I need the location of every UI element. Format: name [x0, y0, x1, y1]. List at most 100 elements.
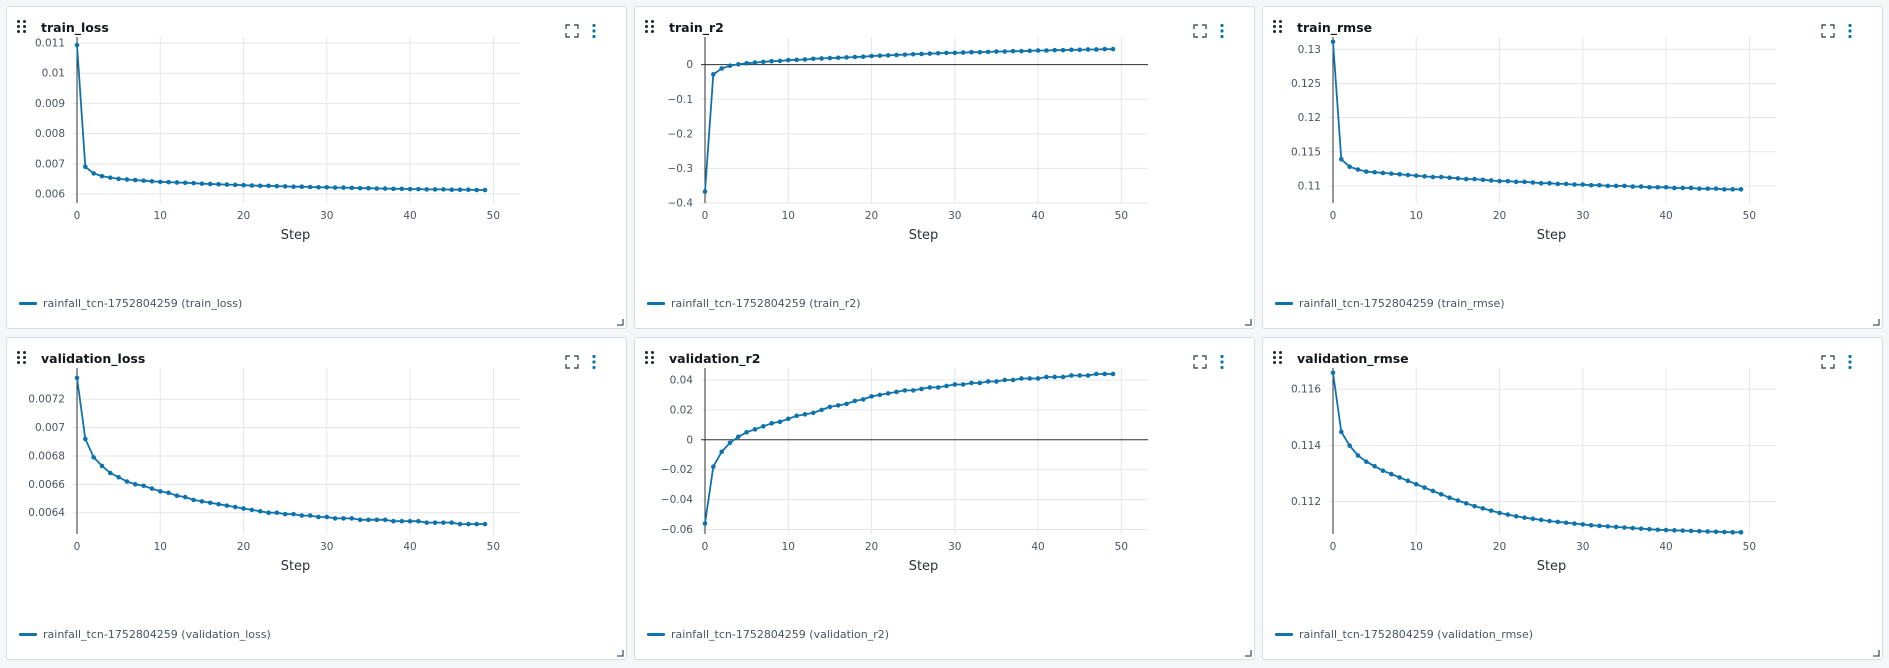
legend[interactable]: rainfall_tcn-1752804259 (train_loss): [19, 297, 242, 310]
data-point[interactable]: [1655, 184, 1661, 190]
data-point[interactable]: [1705, 186, 1711, 191]
data-point[interactable]: [744, 430, 749, 435]
data-point[interactable]: [910, 388, 916, 393]
data-point[interactable]: [257, 508, 263, 514]
data-point[interactable]: [1330, 370, 1336, 376]
data-point[interactable]: [994, 49, 999, 54]
data-point[interactable]: [332, 185, 338, 190]
data-point[interactable]: [1052, 47, 1058, 53]
data-point[interactable]: [1069, 373, 1074, 378]
data-point[interactable]: [1613, 183, 1619, 189]
fullscreen-icon[interactable]: [565, 355, 579, 369]
data-point[interactable]: [1563, 181, 1569, 187]
kebab-menu-icon[interactable]: [1847, 354, 1853, 370]
data-point[interactable]: [810, 410, 816, 416]
data-point[interactable]: [124, 479, 130, 484]
data-point[interactable]: [83, 164, 88, 170]
data-point[interactable]: [985, 379, 991, 384]
data-point[interactable]: [1380, 170, 1386, 176]
data-point[interactable]: [474, 187, 479, 193]
data-point[interactable]: [1413, 173, 1419, 178]
data-point[interactable]: [1002, 49, 1008, 54]
data-point[interactable]: [1347, 164, 1352, 170]
data-point[interactable]: [1613, 524, 1619, 530]
data-point[interactable]: [1688, 528, 1694, 534]
data-point[interactable]: [124, 177, 130, 182]
data-point[interactable]: [736, 434, 741, 440]
data-point[interactable]: [374, 517, 380, 523]
data-point[interactable]: [1555, 181, 1561, 187]
data-point[interactable]: [224, 503, 230, 508]
data-point[interactable]: [852, 54, 858, 60]
data-point[interactable]: [457, 521, 463, 527]
series-line[interactable]: [76, 377, 485, 526]
data-point[interactable]: [1663, 527, 1669, 533]
data-point[interactable]: [1102, 46, 1107, 52]
data-point[interactable]: [1505, 178, 1511, 184]
resize-handle-icon[interactable]: [1244, 649, 1252, 657]
data-point[interactable]: [1597, 523, 1602, 529]
data-point[interactable]: [1622, 183, 1627, 189]
data-point[interactable]: [927, 385, 933, 390]
data-point[interactable]: [232, 504, 238, 510]
data-point[interactable]: [869, 394, 874, 399]
data-point[interactable]: [827, 55, 833, 61]
data-point[interactable]: [1680, 528, 1686, 533]
data-point[interactable]: [307, 513, 313, 518]
data-point[interactable]: [935, 50, 941, 56]
data-point[interactable]: [1538, 180, 1544, 186]
data-point[interactable]: [424, 187, 430, 192]
data-point[interactable]: [910, 51, 916, 57]
data-point[interactable]: [349, 516, 355, 521]
data-point[interactable]: [1513, 179, 1519, 185]
legend[interactable]: rainfall_tcn-1752804259 (validation_loss…: [19, 628, 271, 641]
data-point[interactable]: [1522, 179, 1527, 185]
data-point[interactable]: [1085, 47, 1091, 52]
data-point[interactable]: [1010, 48, 1016, 54]
data-point[interactable]: [1364, 169, 1369, 174]
data-point[interactable]: [374, 186, 380, 191]
data-point[interactable]: [835, 403, 841, 408]
kebab-menu-icon[interactable]: [591, 354, 597, 370]
data-point[interactable]: [777, 58, 783, 64]
data-point[interactable]: [157, 489, 163, 494]
data-point[interactable]: [835, 55, 841, 61]
data-point[interactable]: [1497, 178, 1502, 184]
data-point[interactable]: [1447, 175, 1452, 181]
data-point[interactable]: [744, 60, 749, 66]
data-point[interactable]: [1513, 513, 1519, 519]
data-point[interactable]: [1094, 47, 1099, 52]
data-point[interactable]: [174, 493, 180, 498]
legend[interactable]: rainfall_tcn-1752804259 (validation_rmse…: [1275, 628, 1533, 641]
data-point[interactable]: [141, 483, 146, 489]
data-point[interactable]: [902, 388, 908, 393]
data-point[interactable]: [1110, 46, 1116, 52]
data-point[interactable]: [1422, 485, 1427, 490]
data-point[interactable]: [1027, 48, 1033, 54]
fullscreen-icon[interactable]: [1193, 355, 1207, 369]
data-point[interactable]: [902, 52, 908, 57]
data-point[interactable]: [99, 463, 105, 469]
data-point[interactable]: [711, 464, 716, 470]
data-point[interactable]: [727, 63, 733, 69]
data-point[interactable]: [132, 482, 138, 487]
data-point[interactable]: [1672, 528, 1677, 533]
data-point[interactable]: [449, 520, 455, 525]
data-point[interactable]: [307, 184, 313, 190]
data-point[interactable]: [341, 185, 346, 190]
data-point[interactable]: [441, 520, 446, 525]
data-point[interactable]: [944, 50, 949, 56]
data-point[interactable]: [952, 382, 958, 387]
data-point[interactable]: [1622, 525, 1627, 530]
data-point[interactable]: [132, 177, 138, 183]
data-point[interactable]: [785, 57, 791, 63]
data-point[interactable]: [960, 382, 966, 387]
data-point[interactable]: [1019, 376, 1024, 381]
data-point[interactable]: [769, 58, 774, 64]
data-point[interactable]: [432, 187, 438, 192]
data-point[interactable]: [1364, 459, 1369, 464]
fullscreen-icon[interactable]: [1821, 24, 1835, 38]
fullscreen-icon[interactable]: [1193, 24, 1207, 38]
data-point[interactable]: [1052, 374, 1058, 380]
data-point[interactable]: [802, 412, 808, 417]
